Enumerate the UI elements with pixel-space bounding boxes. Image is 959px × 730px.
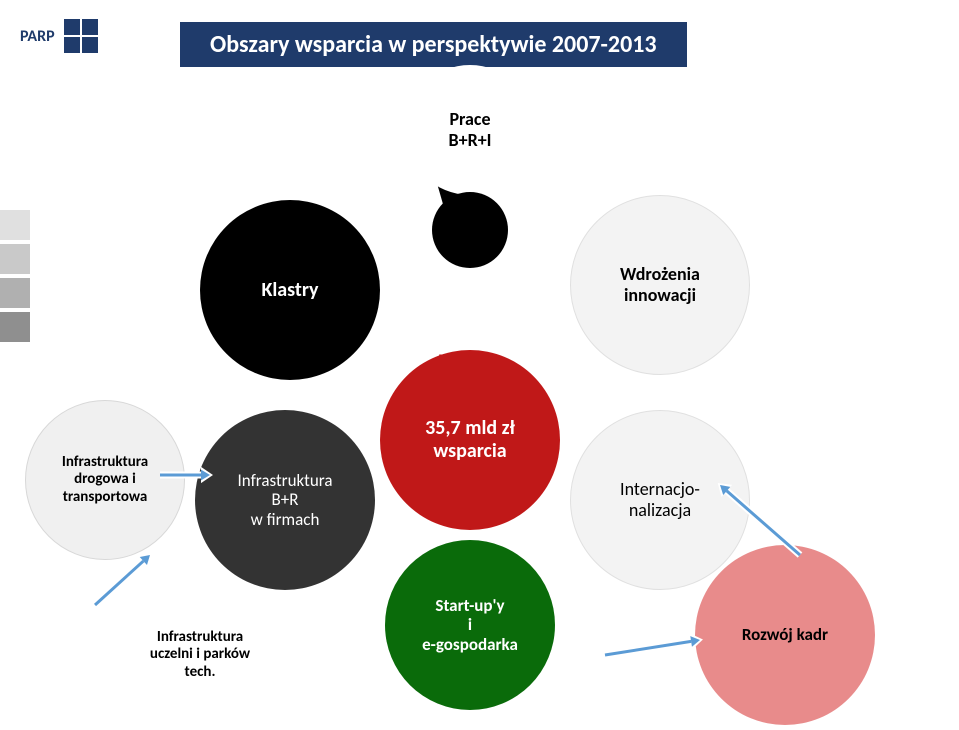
node-label-uczelni: Infrastrukturauczelni i parkówtech.: [150, 629, 250, 681]
node-label-mld: 35,7 mld złwsparcia: [425, 417, 515, 463]
node-label-startup: Start-up'yie-gospodarka: [422, 596, 518, 655]
node-connector: [432, 192, 508, 268]
node-infbr: InfrastrukturaB+Rw firmach: [195, 410, 375, 590]
node-wdroz: Wdrożeniainnowacji: [570, 195, 750, 375]
node-label-rozwoj: Rozwój kadr: [742, 625, 828, 645]
node-label-prace: PraceB+R+I: [449, 109, 492, 150]
node-infdrog: Infrastrukturadrogowa itransportowa: [25, 400, 185, 560]
node-uczelni: Infrastrukturauczelni i parkówtech.: [125, 580, 275, 730]
node-label-klastry: Klastry: [261, 279, 318, 302]
node-label-intern: Internacjo-nalizacja: [620, 479, 700, 520]
node-mld: 35,7 mld złwsparcia: [380, 350, 560, 530]
support-areas-diagram: PraceB+R+IKlastryWdrożeniainnowacjiPARP3…: [0, 0, 959, 713]
node-rozwoj: Rozwój kadr: [695, 545, 875, 725]
node-label-infdrog: Infrastrukturadrogowa itransportowa: [62, 454, 148, 506]
node-label-wdroz: Wdrożeniainnowacji: [620, 264, 700, 305]
node-klastry: Klastry: [200, 200, 380, 380]
node-label-infbr: InfrastrukturaB+Rw firmach: [237, 471, 332, 530]
node-prace: PraceB+R+I: [405, 65, 535, 195]
node-intern: Internacjo-nalizacja: [570, 410, 750, 590]
node-startup: Start-up'yie-gospodarka: [385, 540, 555, 710]
